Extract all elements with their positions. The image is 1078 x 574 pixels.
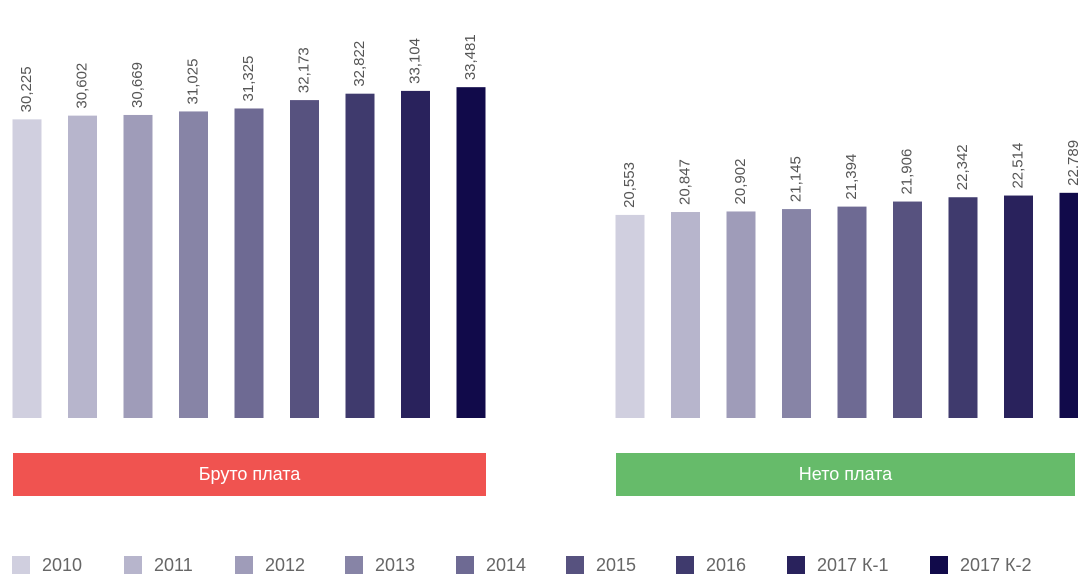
legend-swatch — [345, 556, 363, 574]
category-label: Нето плата — [799, 464, 893, 484]
value-label: 32,822 — [351, 41, 368, 87]
bar — [615, 214, 645, 418]
value-label: 33,104 — [406, 38, 423, 84]
value-label: 20,553 — [621, 162, 638, 208]
category-box — [13, 453, 486, 496]
bar — [837, 206, 867, 418]
value-label: 21,906 — [898, 149, 915, 195]
legend-swatch — [787, 556, 805, 574]
value-label: 22,789 — [1065, 140, 1078, 186]
bar — [179, 111, 208, 418]
bar — [68, 115, 97, 418]
legend-swatch — [235, 556, 253, 574]
value-label: 20,902 — [732, 159, 749, 205]
bar — [123, 114, 153, 419]
bar — [290, 100, 319, 418]
legend-label: 2014 — [486, 555, 526, 574]
bar — [401, 90, 430, 419]
value-label: 30,602 — [73, 63, 90, 109]
value-label: 22,342 — [954, 144, 971, 190]
bar — [1059, 192, 1078, 418]
value-label: 22,514 — [1009, 143, 1026, 189]
value-label: 21,394 — [843, 154, 860, 200]
legend-swatch — [12, 556, 30, 574]
legend-swatch — [124, 556, 142, 574]
legend-swatch — [676, 556, 694, 574]
legend-label: 2016 — [706, 555, 746, 574]
bar — [456, 87, 486, 418]
bar — [726, 211, 756, 418]
bar — [782, 209, 811, 418]
bar — [948, 197, 978, 418]
legend-swatch — [566, 556, 584, 574]
value-label: 20,847 — [676, 159, 693, 205]
legend-label: 2011 — [154, 555, 193, 574]
bar — [12, 119, 42, 419]
value-label: 30,669 — [129, 62, 146, 108]
legend-swatch — [930, 556, 948, 574]
legend-label: 2015 — [596, 555, 636, 574]
legend-label: 2017 К-2 — [960, 555, 1032, 574]
bar — [234, 108, 264, 419]
legend-label: 2012 — [265, 555, 305, 574]
bar — [671, 212, 700, 418]
value-label: 31,025 — [184, 59, 201, 105]
value-label: 21,145 — [787, 156, 804, 202]
value-label: 33,481 — [462, 34, 479, 80]
value-label: 32,173 — [295, 47, 312, 93]
legend-label: 2017 К-1 — [817, 555, 889, 574]
bar — [893, 201, 922, 418]
legend-swatch — [456, 556, 474, 574]
category-box — [616, 453, 1075, 496]
legend-label: 2013 — [375, 555, 415, 574]
bar — [345, 93, 375, 418]
category-label: Бруто плата — [199, 464, 302, 484]
legend-label: 2010 — [42, 555, 82, 574]
bar — [1004, 195, 1033, 418]
value-label: 30,225 — [18, 66, 35, 112]
value-label: 31,325 — [240, 56, 257, 102]
